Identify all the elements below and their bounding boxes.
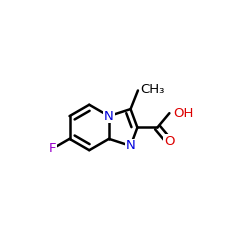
Text: CH₃: CH₃ <box>140 84 165 96</box>
Text: F: F <box>49 142 56 155</box>
Text: N: N <box>126 139 136 152</box>
Text: OH: OH <box>173 107 194 120</box>
Text: N: N <box>104 110 114 122</box>
Text: O: O <box>164 135 175 148</box>
